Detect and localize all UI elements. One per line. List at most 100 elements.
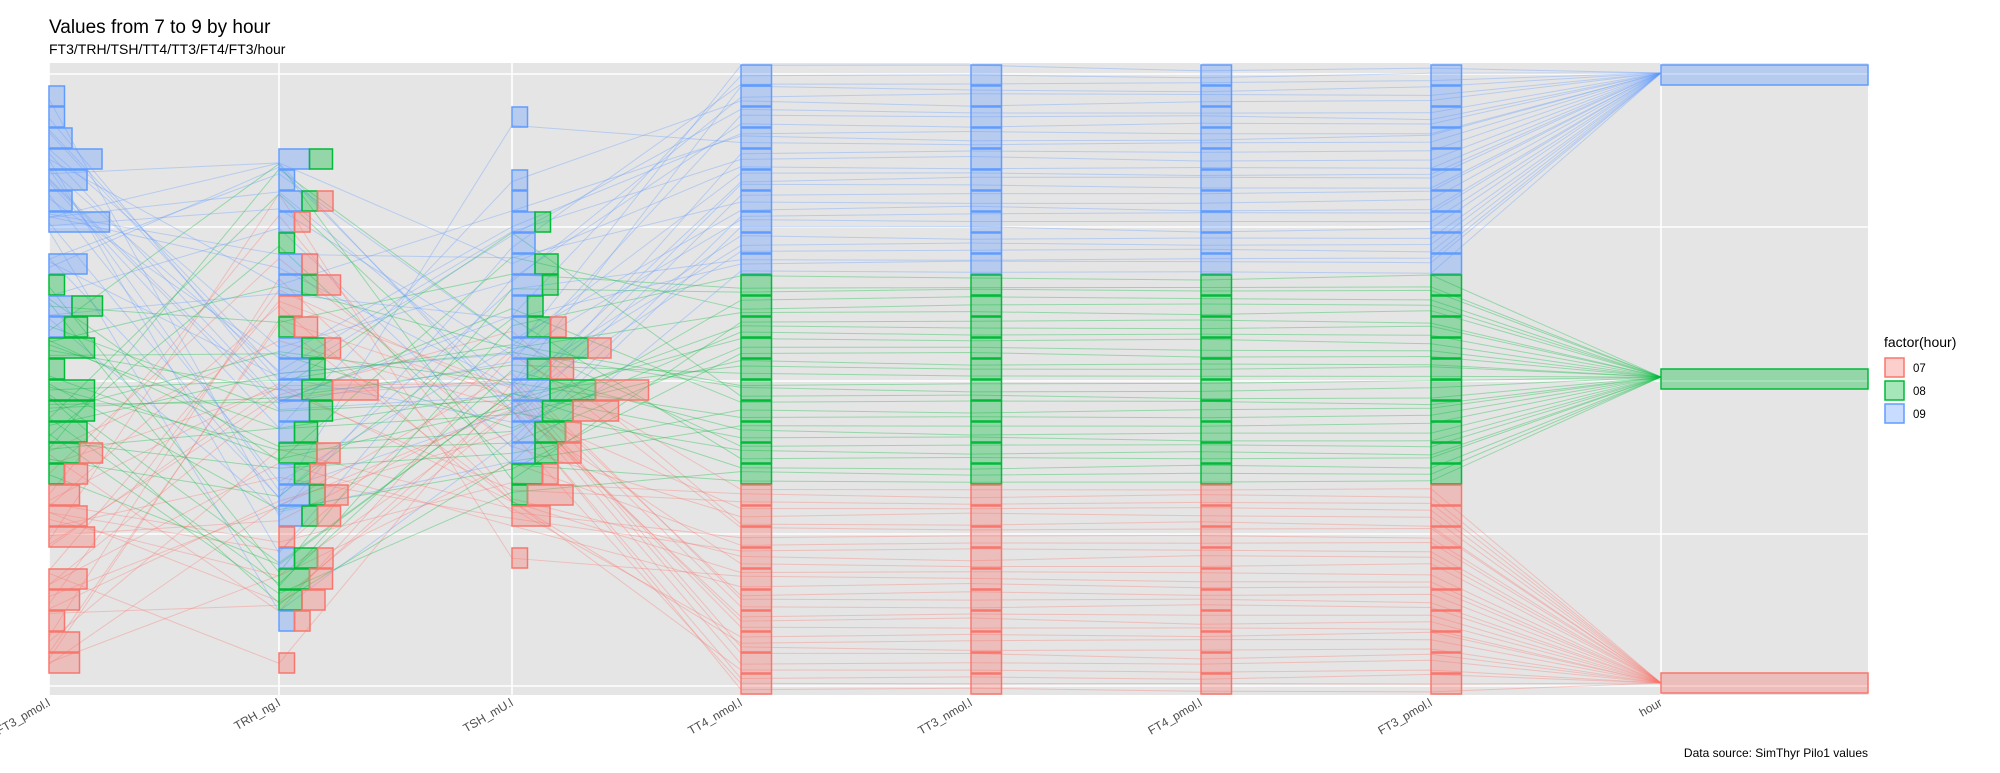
observation-line-09 (48, 72, 1662, 429)
histogram-bar-09 (970, 64, 1003, 86)
legend-key-09 (1884, 403, 1905, 424)
histogram-bar-08 (526, 295, 544, 317)
chart-title: Values from 7 to 9 by hour (49, 17, 271, 38)
histogram-bar-08 (511, 484, 529, 506)
histogram-bar-08 (308, 484, 326, 506)
observation-line-09 (48, 72, 1662, 265)
observation-line-08 (48, 325, 1662, 460)
observation-line-08 (48, 232, 1662, 400)
histogram-bar-09 (278, 463, 296, 485)
histogram-bar-08 (740, 379, 773, 401)
observation-line-07 (48, 378, 1662, 684)
histogram-bar-07 (740, 568, 773, 590)
histogram-bar-08 (1200, 421, 1233, 443)
observation-line-09 (48, 72, 1662, 356)
histogram-bar-09 (511, 274, 544, 296)
histogram-bar-08 (970, 463, 1003, 485)
histogram-bar-09 (970, 253, 1003, 275)
observation-line-09 (48, 72, 1662, 612)
histogram-bar-09 (511, 337, 551, 359)
histogram-bar-07 (970, 652, 1003, 674)
histogram-bar-07 (1430, 568, 1463, 590)
histogram-bar-07 (1430, 484, 1463, 506)
legend-key-08 (1884, 380, 1905, 401)
histogram-bar-09 (970, 106, 1003, 128)
observation-line-09 (48, 72, 1662, 319)
observation-line-09 (48, 72, 1662, 411)
histogram-bar-07 (1430, 673, 1463, 695)
histogram-bar-09 (511, 211, 536, 233)
histogram-bar-08 (1200, 442, 1233, 464)
histogram-bar-09 (278, 505, 303, 527)
observation-line-07 (48, 323, 1662, 684)
histogram-bar-08 (526, 358, 552, 380)
histogram-bar-08 (970, 400, 1003, 422)
histogram-bar-07 (278, 295, 303, 317)
histogram-bar-07 (324, 337, 342, 359)
histogram-bar-07 (511, 547, 529, 569)
histogram-bar-09 (740, 169, 773, 191)
histogram-bar-08 (534, 253, 559, 275)
histogram-bar-09 (970, 190, 1003, 212)
x-tick-label: TT3_nmol.l (916, 695, 975, 737)
histogram-bar-09 (278, 337, 303, 359)
histogram-bar-07 (1200, 484, 1233, 506)
histogram-bar-09 (48, 295, 73, 317)
histogram-bar-09 (511, 253, 536, 275)
observation-line-08 (48, 331, 1662, 429)
legend-key-07 (1884, 357, 1905, 378)
observation-line-08 (48, 376, 1662, 566)
histogram-bar-08 (1200, 274, 1233, 296)
histogram-bar-09 (278, 379, 303, 401)
histogram-bar-09 (278, 169, 296, 191)
histogram-bar-07 (48, 652, 81, 674)
histogram-bar-07 (740, 652, 773, 674)
histogram-bar-08 (293, 547, 319, 569)
histogram-bar-07 (301, 589, 326, 611)
histogram-bar-09 (278, 421, 296, 443)
histogram-bar-08 (301, 190, 319, 212)
histogram-bar-09 (1430, 64, 1463, 86)
observation-line-07 (48, 382, 1662, 684)
histogram-bar-08 (293, 421, 319, 443)
histogram-bar-07 (970, 505, 1003, 527)
histogram-bar-07 (740, 610, 773, 632)
histogram-bar-09 (48, 106, 66, 128)
histogram-bar-09 (1200, 64, 1233, 86)
observation-line-08 (48, 376, 1662, 469)
histogram-bar-07 (1430, 610, 1463, 632)
observation-line-08 (48, 351, 1662, 419)
histogram-bar-07 (970, 673, 1003, 695)
observation-line-07 (48, 408, 1662, 693)
histogram-bar-07 (740, 505, 773, 527)
histogram-bar-08 (740, 442, 773, 464)
histogram-bar-08 (48, 337, 96, 359)
observation-line-08 (48, 193, 1662, 456)
histogram-bar-08 (740, 316, 773, 338)
histogram-bar-09 (740, 253, 773, 275)
histogram-bar-09 (740, 85, 773, 107)
histogram-bar-08 (1430, 337, 1463, 359)
chart-subtitle: FT3/TRH/TSH/TT4/TT3/FT4/FT3/hour (49, 41, 286, 57)
observation-line-07 (48, 278, 1662, 684)
observation-line-07 (48, 402, 1662, 684)
histogram-bar-09 (511, 169, 529, 191)
x-tick-label: FT4_pmol.l (1146, 695, 1205, 737)
histogram-bar-08 (1430, 463, 1463, 485)
observation-line-09 (48, 72, 1662, 391)
histogram-bar-08 (278, 589, 303, 611)
chart-caption: Data source: SimThyr Pilo1 values (1684, 746, 1868, 760)
histogram-bar-09 (511, 421, 536, 443)
histogram-bar-08 (1430, 358, 1463, 380)
observation-line-07 (48, 394, 1662, 684)
histogram-bar-08 (970, 421, 1003, 443)
observation-line-07 (48, 330, 1662, 684)
histogram-bar-09 (1200, 190, 1233, 212)
observation-line-07 (48, 289, 1662, 684)
histogram-bar-09 (1200, 211, 1233, 233)
observation-line-07 (48, 462, 1662, 684)
histogram-bar-07 (1430, 652, 1463, 674)
histogram-bar-07 (1200, 631, 1233, 653)
histogram-bar-07 (309, 463, 327, 485)
histogram-bar-09 (48, 316, 66, 338)
